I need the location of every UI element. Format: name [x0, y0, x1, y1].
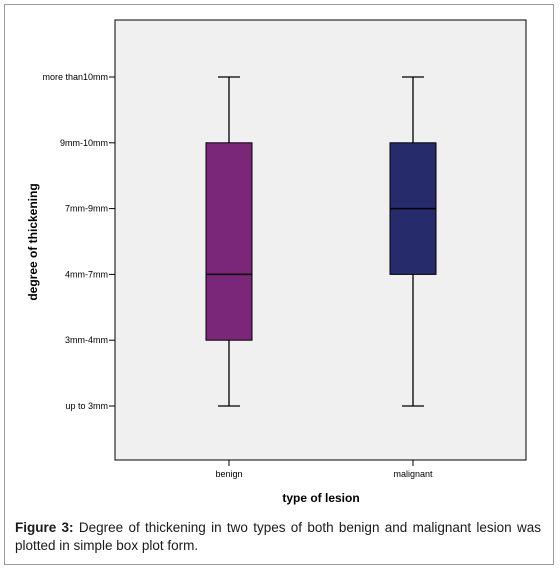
- y-tick-label: 3mm-4mm: [65, 335, 108, 345]
- figure-caption: Figure 3: Degree of thickening in two ty…: [15, 519, 541, 555]
- iqr-box: [205, 142, 253, 341]
- y-tick-label: 4mm-7mm: [65, 269, 108, 279]
- x-tick-label: malignant: [393, 469, 433, 479]
- boxes-group: [205, 76, 437, 407]
- y-tick-label: more than10mm: [42, 72, 108, 82]
- box-benign: [205, 76, 253, 407]
- plot-area: [114, 19, 527, 461]
- caption-label: Figure 3:: [15, 520, 74, 535]
- box-plot-chart: up to 3mm 3mm-4mm 4mm-7mm 7mm-9mm 9mm-10mm mo…: [26, 19, 527, 505]
- x-tick-label: benign: [215, 469, 242, 479]
- y-tick-label: 9mm-10mm: [60, 138, 108, 148]
- y-tick-label: 7mm-9mm: [65, 204, 108, 214]
- x-axis: benign malignant: [215, 460, 433, 479]
- y-axis-title: degree of thickening: [26, 183, 40, 300]
- y-tick-label: up to 3mm: [65, 401, 108, 411]
- box-malignant: [389, 76, 437, 407]
- x-axis-title: type of lesion: [282, 491, 359, 505]
- y-axis: up to 3mm 3mm-4mm 4mm-7mm 7mm-9mm 9mm-10mm mo…: [42, 72, 115, 411]
- caption-text: Degree of thickening in two types of bot…: [15, 520, 541, 553]
